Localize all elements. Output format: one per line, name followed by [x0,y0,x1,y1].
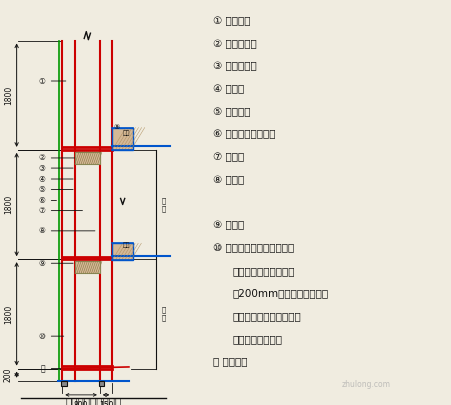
Text: 固定在距底座上皮不大: 固定在距底座上皮不大 [232,266,294,276]
Text: ③: ③ [39,164,73,173]
Text: ⑤ 锂管护栏: ⑤ 锂管护栏 [212,107,250,117]
Text: ⑦ 脚手板: ⑦ 脚手板 [212,152,244,162]
Text: ④: ④ [39,175,73,183]
Text: ① 锂管立杆: ① 锂管立杆 [212,16,250,26]
Text: 落地式脚手架剑面图: 落地式脚手架剑面图 [65,396,121,405]
Text: ⑦: ⑦ [39,206,82,215]
Text: ⑥ 密目阵燃式安全网: ⑥ 密目阵燃式安全网 [212,130,275,140]
Bar [112,128,133,150]
Text: ⑪ 锂管底座: ⑪ 锂管底座 [212,356,247,367]
Text: ⑥: ⑥ [39,196,56,205]
Text: 于200mm处的立杆上，横向: 于200mm处的立杆上，横向 [232,288,328,298]
Text: ⑨: ⑨ [113,124,120,130]
Bar [61,381,66,386]
Text: 二层: 二层 [123,130,130,136]
Bar [112,243,133,260]
Text: 扫地杆固定在紧靠纵向扫: 扫地杆固定在紧靠纵向扫 [232,311,300,321]
Text: 1800: 1800 [4,304,13,324]
Text: 1800: 1800 [4,85,13,105]
Bar [75,261,100,273]
Text: 800: 800 [74,401,88,405]
Text: ②: ② [39,153,78,162]
Text: ② 纵向水平杆: ② 纵向水平杆 [212,39,256,49]
Text: ⑤: ⑤ [39,185,73,194]
Text: ⑨ 连墙件: ⑨ 连墙件 [212,220,244,230]
Text: ⑪: ⑪ [41,364,61,373]
Text: 地杆下方的立杆上: 地杆下方的立杆上 [232,334,282,344]
Text: ⑩: ⑩ [39,332,64,341]
Text: ⑩ 纵横扫地杆。纵向扫地杆: ⑩ 纵横扫地杆。纵向扫地杆 [212,243,294,253]
Text: ⑧ 挡脚板: ⑧ 挡脚板 [212,175,244,185]
Text: 二层: 二层 [123,242,130,248]
Text: zhulong.com: zhulong.com [341,380,390,389]
Text: 150: 150 [99,401,113,405]
Text: 200: 200 [4,367,13,382]
Text: ⑨: ⑨ [39,259,73,268]
Bar [75,152,100,164]
Text: ③ 横向水平杆: ③ 横向水平杆 [212,62,256,72]
Text: 1800: 1800 [4,195,13,214]
Text: ⑧: ⑧ [39,226,95,235]
Bar [98,381,104,386]
Text: 楼
层: 楼 层 [162,307,166,321]
Text: ①: ① [39,77,66,85]
Text: ④ 剪刀撑: ④ 剪刀撑 [212,84,244,94]
Text: 楼
层: 楼 层 [162,197,166,212]
